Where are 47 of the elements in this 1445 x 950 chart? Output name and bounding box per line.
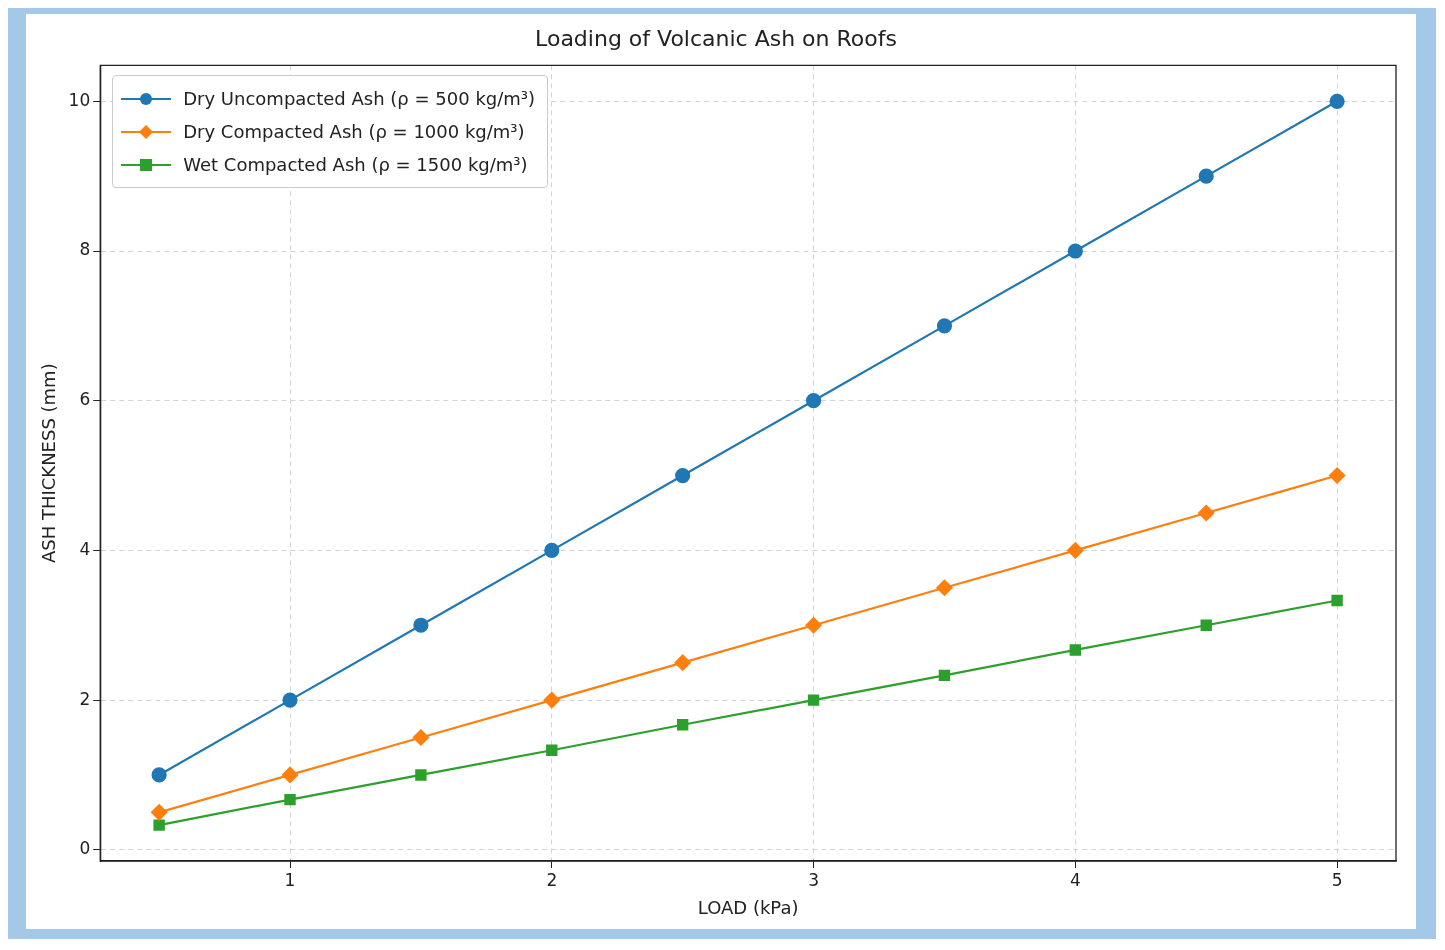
x-axis-title: LOAD (kPa) — [697, 896, 799, 918]
point — [415, 769, 427, 781]
legend-label: Dry Compacted Ash (ρ = 1000 kg/m³) — [183, 121, 525, 143]
point — [936, 318, 953, 334]
point — [1198, 168, 1214, 184]
legend-label: Dry Uncompacted Ash (ρ = 500 kg/m³) — [183, 88, 536, 110]
point — [282, 692, 298, 708]
point — [412, 729, 429, 746]
y-tick-label: 8 — [79, 239, 91, 260]
point — [805, 617, 822, 634]
y-axis-title: ASH THICKNESS (mm) — [38, 363, 60, 564]
point — [674, 654, 691, 671]
y-tick-label: 6 — [79, 389, 91, 410]
point — [1331, 594, 1343, 607]
legend-label: Wet Compacted Ash (ρ = 1500 kg/m³) — [183, 154, 528, 176]
point — [1067, 243, 1083, 259]
y-tick-label: 0 — [79, 838, 91, 859]
point — [151, 767, 167, 783]
point — [543, 691, 560, 709]
point — [281, 766, 299, 784]
x-tick-label: 5 — [1331, 869, 1343, 890]
point — [153, 819, 165, 831]
x-tick-label: 4 — [1069, 869, 1081, 890]
point — [1200, 619, 1212, 631]
point — [936, 579, 953, 596]
point — [1198, 504, 1215, 522]
point — [1329, 467, 1346, 484]
point — [151, 804, 168, 821]
x-tick-label: 3 — [808, 869, 819, 890]
point — [413, 617, 429, 633]
chart-title: Loading of Volcanic Ash on Roofs — [535, 25, 897, 51]
point — [676, 719, 689, 731]
point — [938, 669, 951, 682]
point — [805, 393, 822, 409]
point — [1329, 93, 1345, 109]
point — [1067, 542, 1084, 559]
x-tick-label: 1 — [284, 869, 296, 890]
x-tick-label: 2 — [546, 869, 558, 890]
point — [1069, 644, 1082, 656]
point — [807, 694, 820, 706]
point — [675, 467, 691, 484]
point — [544, 542, 560, 558]
point — [546, 744, 558, 756]
y-tick-label: 10 — [68, 89, 91, 110]
y-tick-label: 4 — [79, 538, 91, 559]
y-tick-label: 2 — [79, 688, 91, 709]
point — [284, 793, 296, 806]
